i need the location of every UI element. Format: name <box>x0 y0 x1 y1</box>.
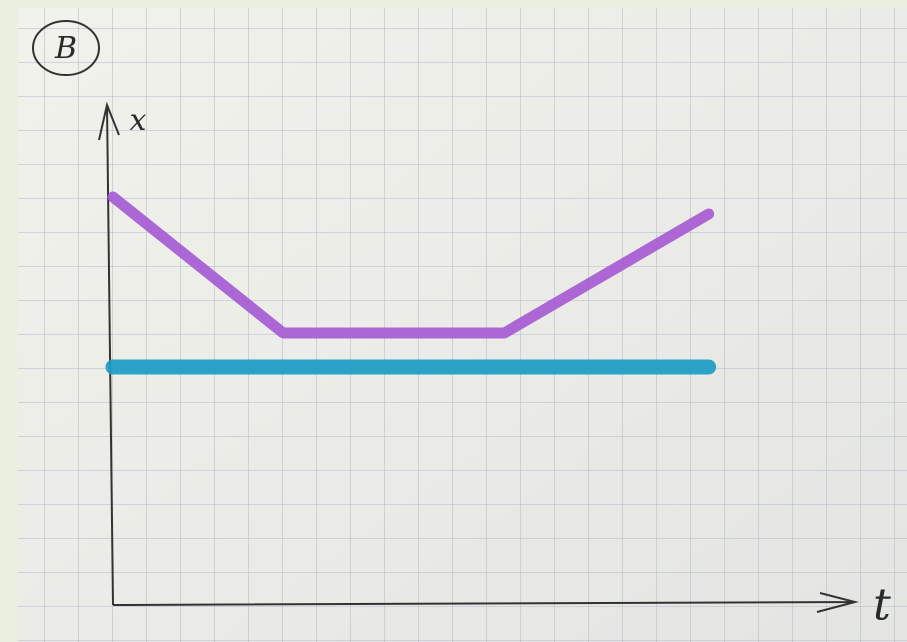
series-line <box>107 191 715 339</box>
y-axis <box>98 101 120 606</box>
x-axis <box>112 592 859 613</box>
x-axis-label: t <box>873 580 891 631</box>
y-axis-label: x <box>130 103 147 138</box>
chart-label: B <box>54 31 77 66</box>
label-circle <box>32 20 100 76</box>
grid-paper <box>18 8 907 642</box>
